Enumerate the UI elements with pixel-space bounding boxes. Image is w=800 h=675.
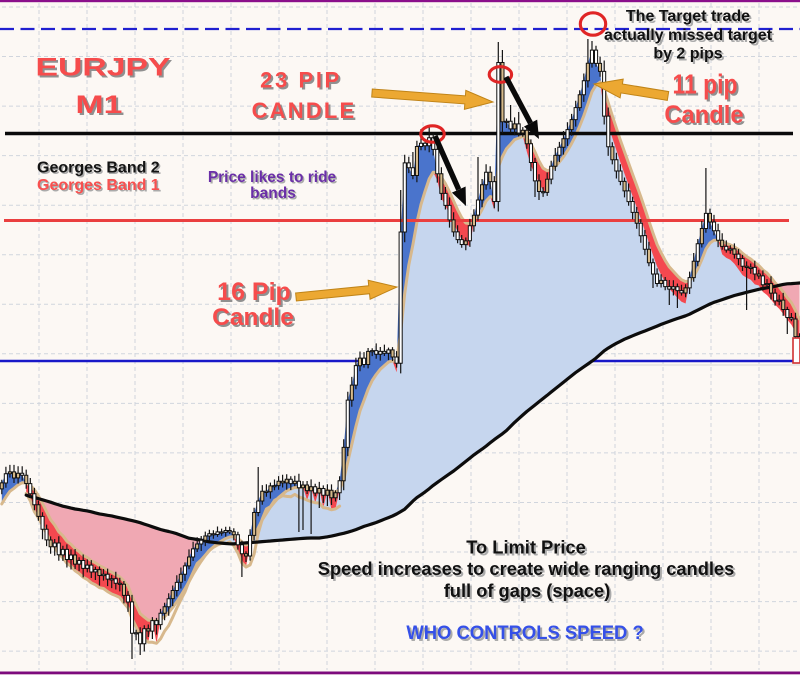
svg-text:actually missed target: actually missed target <box>604 27 773 44</box>
svg-text:CANDLE: CANDLE <box>254 100 359 125</box>
svg-text:Price likes to ride: Price likes to ride <box>208 169 337 186</box>
svg-text:The Target trade: The Target trade <box>628 10 752 27</box>
svg-text:by 2 pips: by 2 pips <box>653 46 722 63</box>
svg-text:Georges Band 1: Georges Band 1 <box>37 177 160 194</box>
svg-text:CANDLE: CANDLE <box>252 98 357 123</box>
svg-text:11 pip: 11 pip <box>674 71 739 102</box>
svg-text:Georges Band 2: Georges Band 2 <box>37 160 160 177</box>
svg-text:23 PIP: 23 PIP <box>260 68 342 93</box>
svg-text:by 2 pips: by 2 pips <box>655 48 724 65</box>
svg-text:Speed increases to create wide: Speed increases to create wide ranging c… <box>318 558 735 579</box>
svg-text:Candle: Candle <box>666 103 745 131</box>
svg-text:To Limit Price: To Limit Price <box>466 537 586 558</box>
svg-text:actually missed target: actually missed target <box>606 29 775 46</box>
svg-text:11 pip: 11 pip <box>672 69 737 100</box>
svg-text:Price likes to ride: Price likes to ride <box>209 171 338 188</box>
svg-text:Georges Band 1: Georges Band 1 <box>39 179 162 196</box>
svg-text:M1: M1 <box>76 91 123 119</box>
svg-text:Candle: Candle <box>664 101 743 129</box>
svg-text:Candle: Candle <box>214 306 296 333</box>
svg-text:M1: M1 <box>78 93 125 121</box>
svg-text:16 Pip: 16 Pip <box>217 278 291 306</box>
svg-text:WHO CONTROLS SPEED ?: WHO CONTROLS SPEED ? <box>406 622 643 643</box>
svg-text:16 Pip: 16 Pip <box>219 280 293 308</box>
svg-text:To Limit Price: To Limit Price <box>468 539 588 560</box>
svg-text:EURJPY: EURJPY <box>35 54 170 82</box>
svg-text:Georges Band 2: Georges Band 2 <box>39 161 162 178</box>
svg-text:The Target trade: The Target trade <box>626 8 750 25</box>
svg-text:bands: bands <box>250 185 296 202</box>
svg-text:EURJPY: EURJPY <box>37 56 172 84</box>
svg-text:Speed increases to create wide: Speed increases to create wide ranging c… <box>320 560 737 581</box>
svg-text:23 PIP: 23 PIP <box>262 70 344 95</box>
svg-text:bands: bands <box>252 187 298 204</box>
svg-text:full of gaps (space): full of gaps (space) <box>444 580 611 601</box>
svg-text:Candle: Candle <box>212 304 294 331</box>
svg-text:WHO CONTROLS SPEED ?: WHO CONTROLS SPEED ? <box>408 624 645 645</box>
svg-text:full of gaps (space): full of gaps (space) <box>446 582 613 603</box>
